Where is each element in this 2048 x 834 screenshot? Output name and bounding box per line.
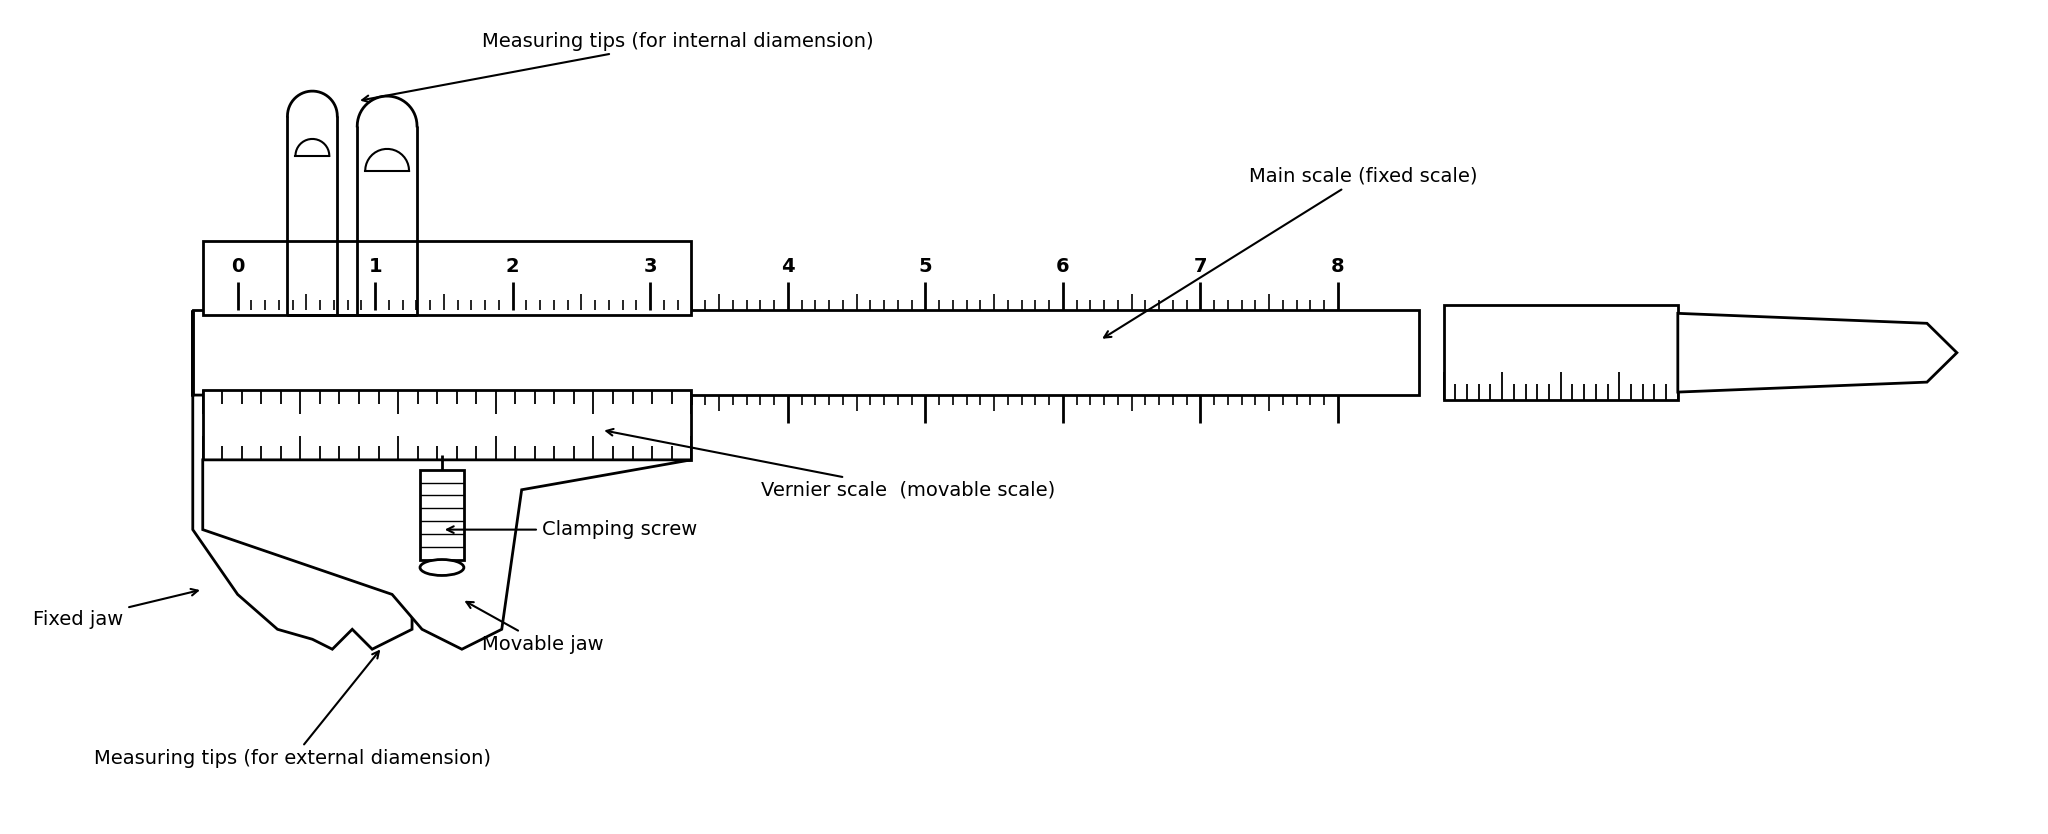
Text: Fixed jaw: Fixed jaw <box>33 589 199 629</box>
Text: 4: 4 <box>780 258 795 276</box>
Text: Measuring tips (for external diamension): Measuring tips (for external diamension) <box>94 651 492 768</box>
Text: 3: 3 <box>643 258 657 276</box>
Text: Main scale (fixed scale): Main scale (fixed scale) <box>1104 166 1479 338</box>
Text: Vernier scale  (movable scale): Vernier scale (movable scale) <box>606 429 1055 500</box>
Text: 5: 5 <box>918 258 932 276</box>
Bar <box>203 390 690 460</box>
Bar <box>420 470 463 560</box>
Polygon shape <box>1677 314 1958 392</box>
Text: 6: 6 <box>1057 258 1069 276</box>
Bar <box>1444 305 1677 400</box>
Polygon shape <box>203 460 690 649</box>
Text: Movable jaw: Movable jaw <box>467 602 604 654</box>
Text: 8: 8 <box>1331 258 1346 276</box>
Polygon shape <box>193 310 412 649</box>
Text: Clamping screw: Clamping screw <box>446 520 696 539</box>
Text: 0: 0 <box>231 258 244 276</box>
Ellipse shape <box>420 560 463 575</box>
Text: 1: 1 <box>369 258 383 276</box>
Text: 2: 2 <box>506 258 520 276</box>
Bar <box>203 240 690 315</box>
Text: 7: 7 <box>1194 258 1206 276</box>
Bar <box>193 310 1419 395</box>
Text: Measuring tips (for internal diamension): Measuring tips (for internal diamension) <box>362 32 872 103</box>
